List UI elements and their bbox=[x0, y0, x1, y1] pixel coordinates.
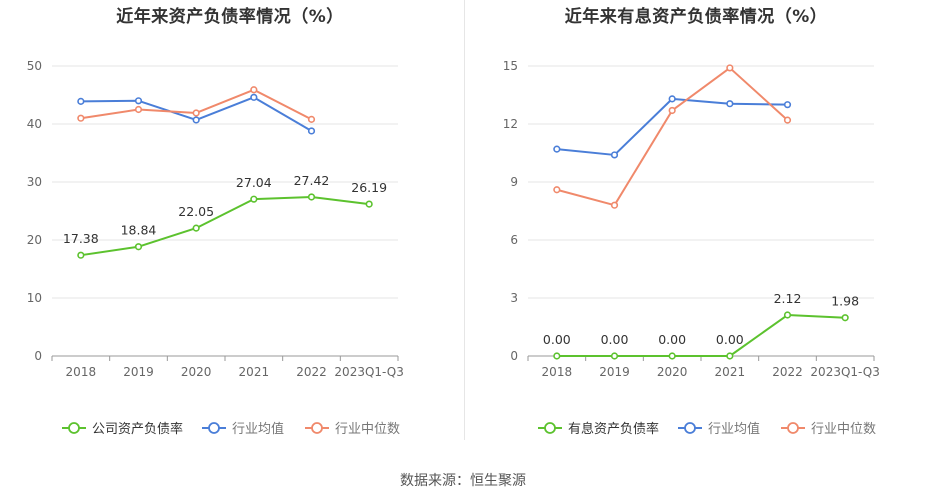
data-point bbox=[250, 195, 258, 203]
data-point bbox=[77, 114, 85, 122]
right-chart-title: 近年来有息资产负债率情况（%） bbox=[564, 7, 828, 27]
data-label: 26.19 bbox=[351, 180, 387, 195]
legend-marker bbox=[684, 422, 696, 434]
data-point bbox=[610, 352, 619, 360]
data-point bbox=[726, 352, 734, 360]
data-point bbox=[77, 251, 85, 259]
y-tick-label: 0 bbox=[510, 349, 518, 363]
data-label: 0.00 bbox=[658, 332, 686, 347]
data-label: 0.00 bbox=[716, 332, 744, 347]
x-tick-label: 2019 bbox=[123, 365, 154, 379]
legend-marker bbox=[68, 422, 80, 434]
x-tick-label: 2020 bbox=[181, 365, 212, 379]
legend-marker bbox=[787, 422, 799, 434]
data-point bbox=[192, 116, 200, 124]
data-point bbox=[610, 201, 619, 209]
data-label: 1.98 bbox=[831, 294, 859, 309]
data-point bbox=[134, 243, 143, 251]
x-tick-label: 2023Q1-Q3 bbox=[334, 365, 403, 379]
data-point bbox=[192, 109, 200, 117]
data-point bbox=[783, 116, 792, 124]
data-point bbox=[726, 64, 734, 72]
y-tick-label: 15 bbox=[503, 59, 518, 73]
data-label: 0.00 bbox=[601, 332, 629, 347]
data-label: 17.38 bbox=[63, 231, 99, 246]
y-tick-label: 20 bbox=[27, 233, 42, 247]
y-tick-label: 40 bbox=[27, 117, 42, 131]
series-line bbox=[80, 195, 370, 257]
x-tick-label: 2023Q1-Q3 bbox=[810, 365, 879, 379]
data-point bbox=[77, 97, 85, 105]
chart-divider bbox=[464, 0, 465, 440]
y-tick-label: 9 bbox=[510, 175, 518, 189]
data-point bbox=[610, 151, 619, 159]
data-point bbox=[250, 93, 258, 101]
data-point bbox=[783, 311, 792, 319]
x-tick-label: 2021 bbox=[715, 365, 746, 379]
data-point bbox=[668, 106, 676, 115]
x-tick-label: 2022 bbox=[296, 365, 327, 379]
data-label: 0.00 bbox=[543, 332, 571, 347]
y-tick-label: 50 bbox=[27, 59, 42, 73]
series-line bbox=[556, 314, 846, 357]
data-label: 22.05 bbox=[178, 204, 214, 219]
y-tick-label: 10 bbox=[27, 291, 42, 305]
data-point bbox=[553, 352, 561, 360]
data-point bbox=[668, 95, 676, 103]
legend-marker bbox=[544, 422, 556, 434]
y-tick-label: 30 bbox=[27, 175, 42, 189]
data-source-note: 数据来源：恒生聚源 bbox=[400, 473, 526, 489]
data-label: 27.42 bbox=[294, 173, 330, 188]
legend-label: 行业中位数 bbox=[335, 422, 400, 437]
data-label: 27.04 bbox=[236, 175, 272, 190]
legend-marker bbox=[311, 422, 323, 434]
y-tick-label: 3 bbox=[510, 291, 518, 305]
x-tick-label: 2022 bbox=[772, 365, 803, 379]
x-tick-label: 2021 bbox=[239, 365, 270, 379]
legend-marker bbox=[208, 422, 220, 434]
legend-label: 行业中位数 bbox=[811, 422, 876, 437]
data-point bbox=[192, 224, 200, 232]
x-tick-label: 2019 bbox=[599, 365, 630, 379]
data-point bbox=[365, 200, 373, 208]
data-point bbox=[307, 115, 316, 123]
data-point bbox=[841, 314, 849, 322]
y-tick-label: 6 bbox=[510, 233, 518, 247]
data-point bbox=[307, 127, 316, 135]
data-point bbox=[134, 105, 143, 114]
y-tick-label: 12 bbox=[503, 117, 518, 131]
data-point bbox=[134, 97, 143, 105]
data-point bbox=[783, 101, 792, 109]
data-point bbox=[307, 193, 316, 201]
data-point bbox=[553, 145, 561, 153]
legend-label: 公司资产负债率 bbox=[92, 421, 183, 437]
x-tick-label: 2020 bbox=[657, 365, 688, 379]
left-chart-title: 近年来资产负债率情况（%） bbox=[116, 7, 344, 27]
x-tick-label: 2018 bbox=[66, 365, 97, 379]
data-point bbox=[726, 100, 734, 108]
data-point bbox=[553, 186, 561, 194]
legend-label: 行业均值 bbox=[232, 421, 284, 437]
data-point bbox=[250, 86, 258, 94]
legend-label: 有息资产负债率 bbox=[568, 421, 659, 437]
series-line bbox=[556, 66, 789, 207]
data-point bbox=[668, 352, 676, 360]
legend-label: 行业均值 bbox=[708, 421, 760, 437]
y-tick-label: 0 bbox=[34, 349, 42, 363]
data-label: 2.12 bbox=[774, 291, 802, 306]
x-tick-label: 2018 bbox=[542, 365, 573, 379]
data-label: 18.84 bbox=[121, 223, 157, 238]
